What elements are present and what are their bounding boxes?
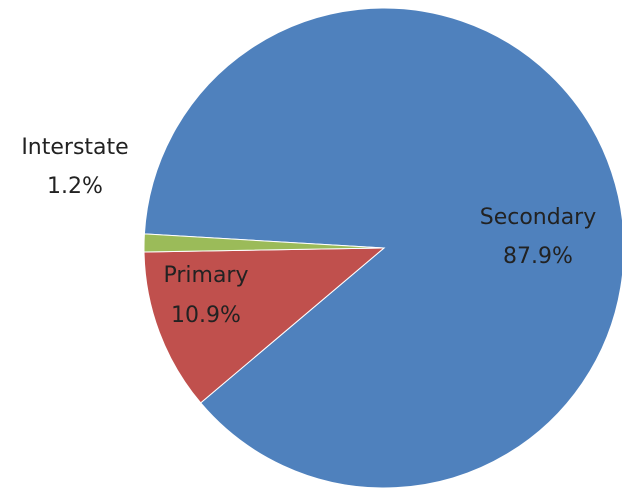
slice-label-secondary-name: Secondary xyxy=(480,205,597,230)
slice-label-interstate-name: Interstate xyxy=(21,135,128,160)
slice-label-interstate-value: 1.2% xyxy=(47,174,103,199)
slice-label-primary-name: Primary xyxy=(163,263,248,288)
pie-slice-primary xyxy=(143,247,386,404)
slice-label-secondary-value: 87.9% xyxy=(503,244,573,269)
pie-slices xyxy=(143,7,622,488)
pie-slice-interstate xyxy=(143,233,385,253)
slice-label-primary-value: 10.9% xyxy=(171,303,241,328)
